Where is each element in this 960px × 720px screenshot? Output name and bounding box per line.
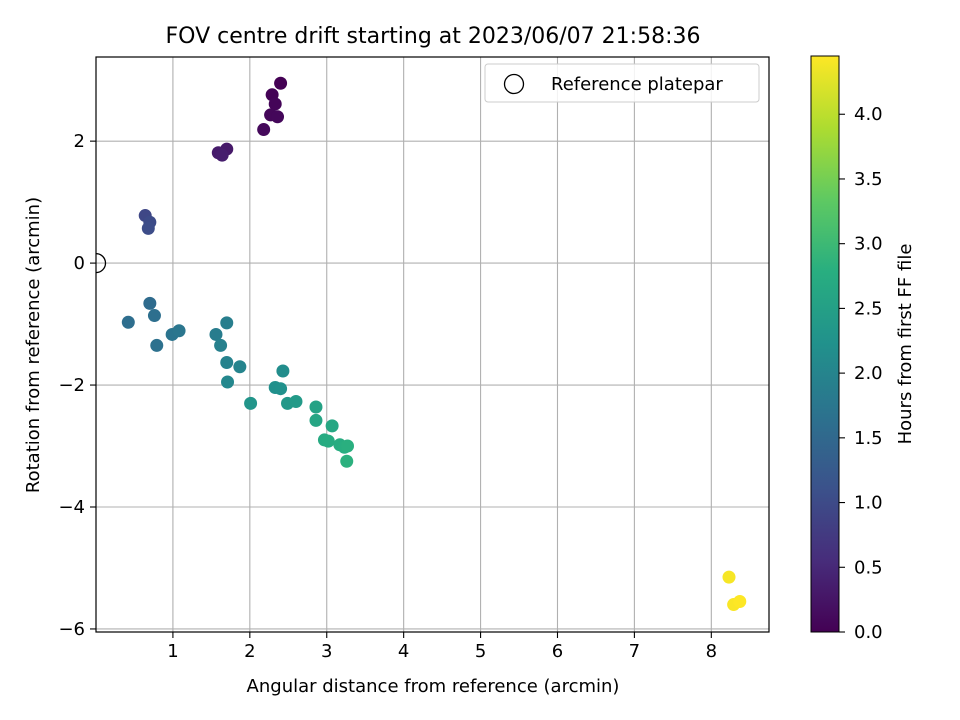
colorbar-label: Hours from first FF file (895, 244, 916, 445)
legend-marker-icon (503, 73, 525, 95)
colorbar-tick-label: 1.5 (854, 428, 883, 449)
data-point (271, 110, 285, 124)
x-tick-label: 5 (475, 641, 486, 662)
data-point (276, 364, 290, 378)
x-tick-label: 3 (321, 641, 332, 662)
data-point (274, 76, 288, 90)
data-point (244, 396, 258, 410)
x-tick-label: 4 (398, 641, 409, 662)
colorbar-tick-label: 2.0 (854, 363, 883, 384)
y-axis-label: Rotation from reference (arcmin) (23, 197, 44, 493)
data-point (147, 309, 161, 323)
legend-box (484, 63, 760, 103)
data-point (309, 413, 323, 427)
y-tick-label: 2 (74, 131, 85, 152)
reference-platepar-point (96, 252, 107, 274)
y-tick-label: −4 (58, 497, 85, 518)
colorbar-tick-label: 0.0 (854, 622, 883, 643)
x-axis-label: Angular distance from reference (arcmin) (247, 676, 620, 697)
legend: Reference platepar (484, 63, 760, 103)
data-point (340, 454, 354, 468)
legend-entry-reference: Reference platepar (551, 74, 723, 95)
x-tick-label: 8 (706, 641, 717, 662)
colorbar-gradient (810, 55, 840, 633)
x-tick-label: 7 (629, 641, 640, 662)
data-point (141, 221, 155, 235)
colorbar-tick-label: 3.5 (854, 169, 883, 190)
data-point (221, 375, 235, 389)
x-tick-label: 2 (244, 641, 255, 662)
data-point (722, 570, 736, 584)
y-tick-label: 0 (74, 253, 85, 274)
data-point (143, 296, 157, 310)
data-point (325, 419, 339, 433)
y-tick-label: −6 (58, 619, 85, 640)
data-point (172, 324, 186, 338)
x-tick-label: 1 (167, 641, 178, 662)
y-tick-label: −2 (58, 375, 85, 396)
data-point (214, 338, 228, 352)
data-point (257, 123, 271, 137)
colorbar-tick-label: 2.5 (854, 298, 883, 319)
data-point (733, 595, 747, 609)
data-point (268, 97, 282, 111)
y-axis: −6 −4 −2 0 2 (58, 131, 96, 640)
data-points (121, 76, 747, 612)
data-point (321, 434, 335, 448)
data-point (309, 400, 323, 414)
data-point (220, 316, 234, 330)
chart-title: FOV centre drift starting at 2023/06/07 … (166, 24, 701, 49)
data-point (274, 382, 288, 396)
data-point (209, 327, 223, 341)
data-point (150, 338, 164, 352)
data-point (220, 355, 234, 369)
colorbar: 0.0 0.5 1.0 1.5 2.0 2.5 3.0 3.5 4.0 Hours from f… (810, 55, 916, 643)
grid-lines (96, 57, 769, 632)
data-point (341, 439, 355, 453)
x-axis: 1 2 3 4 5 6 7 8 (167, 632, 717, 662)
reference-marker (96, 252, 107, 274)
data-point (121, 315, 135, 329)
data-point (215, 148, 229, 162)
colorbar-tick-label: 0.5 (854, 557, 883, 578)
colorbar-ticks: 0.0 0.5 1.0 1.5 2.0 2.5 3.0 3.5 4.0 (839, 104, 883, 643)
x-tick-label: 6 (552, 641, 563, 662)
data-point (233, 360, 247, 374)
colorbar-tick-label: 3.0 (854, 234, 883, 255)
colorbar-tick-label: 1.0 (854, 493, 883, 514)
plot-frame (95, 56, 770, 633)
data-point (289, 395, 303, 409)
colorbar-tick-label: 4.0 (854, 104, 883, 125)
